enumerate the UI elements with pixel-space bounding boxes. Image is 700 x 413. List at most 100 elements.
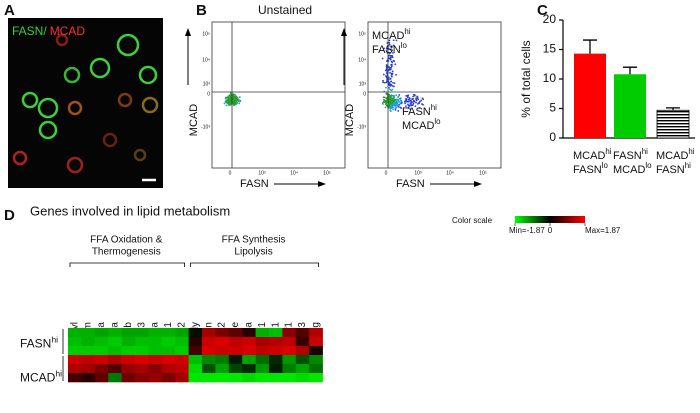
cell-dot [391,73,393,76]
cell-dot [389,103,392,106]
cell-dot [388,39,391,42]
category-label: MCADhi [573,147,612,162]
cell-dot [238,96,241,99]
heatmap-cell [228,328,243,338]
cell-dot [382,79,384,82]
heatmap-cell [255,364,270,374]
quadrant-label-sup: lo [434,117,441,126]
heatmap-cell [215,346,230,356]
arrow-head [185,28,191,36]
cell-dot [421,103,423,105]
heatmap-cell [94,364,109,374]
cell-dot [390,56,392,59]
category-label-base: FASN [613,150,642,162]
group-label: Lipolysis [234,247,272,258]
cell-dot [416,96,419,99]
cell-dot [390,89,393,92]
cell-dot [397,95,400,98]
category-label-sup: lo [645,161,652,170]
heatmap-cell [68,373,82,383]
heatmap-cell [188,373,203,383]
flow-x-tick: 0 [229,170,232,176]
row-group-label: FASNhi [20,335,58,351]
quadrant-label: MCADlo [402,117,441,132]
cell-dot [389,48,392,51]
quadrant-label-sup: hi [404,27,410,36]
cell-dot [225,99,228,102]
heatmap-cell [94,328,109,338]
heatmap-cell [121,373,136,383]
cell-dot [389,54,392,57]
heatmap-cell [81,355,96,365]
heatmap-cell [309,355,323,365]
heatmap-cell [282,328,297,338]
flow-y-tick: 0 [207,91,210,97]
heatmap-cell [188,364,203,374]
heatmap-cell [108,328,122,338]
cell-dot [410,101,413,104]
cell-dot [414,105,417,108]
heatmap-cell [242,337,256,347]
cell-dot [397,105,400,108]
heatmap-cell [228,346,243,356]
heatmap-cell [242,328,256,338]
heatmap-cell [68,328,82,338]
colorscale-title: Color scale [452,216,493,225]
heatmap-cell [81,346,96,356]
heatmap-cell [255,337,270,347]
cell-dot [388,52,391,55]
flow-y-tick: 0 [363,91,366,97]
cell-dot [223,102,226,105]
cell-dot [397,99,400,101]
cell-dot [392,44,395,47]
cell-dot [395,73,397,76]
cell-dot [405,100,408,103]
heatmap-cell [188,328,203,338]
cell-dot [389,68,391,71]
heatmap-cell [175,346,189,356]
group-label: FFA Synthesis [222,235,286,246]
category-label: FASNlo [573,161,608,176]
heatmap-cell [269,337,283,347]
heatmap-cell [148,328,163,338]
quadrant-label-base: FASN [402,106,431,118]
category-label: FASNhi [656,161,691,176]
micrograph [8,18,163,188]
heatmap-cell [295,328,310,338]
cell-dot [385,86,387,89]
cell-dot [226,96,229,99]
heatmap-cell [202,337,216,347]
cell-dot [237,100,240,103]
heatmap-cell [161,346,176,356]
cell-dot [390,45,393,48]
cell-dot [388,43,391,46]
heatmap-cell [108,373,122,383]
cell-dot [383,96,386,99]
flow-x-tick: 10³ [414,170,422,176]
cell-dot [393,95,396,97]
cell-dot [394,109,397,111]
cell-dot [407,100,410,103]
heatmap-cell [94,373,109,383]
heatmap-cell [81,337,96,347]
cell-dot [381,101,384,104]
bar [614,74,646,138]
heatmap-cell [242,373,256,383]
cell-dot [418,101,421,104]
cell-dot [228,98,231,101]
quadrant-label: FASNlo [372,41,407,56]
panel-letter: C [537,2,548,19]
cell-dot [417,102,419,105]
heatmap-cell [215,364,230,374]
cell-dot [226,100,229,103]
heatmap-cell [135,364,149,374]
group-bracket [69,262,185,267]
colorscale-label: 0 [548,226,553,235]
heatmap-cell [309,328,323,338]
cell-dot [392,108,395,111]
heatmap-cell [68,346,82,356]
heatmap-cell [175,337,189,347]
cell-dot [409,99,412,102]
error-bar [583,39,597,54]
